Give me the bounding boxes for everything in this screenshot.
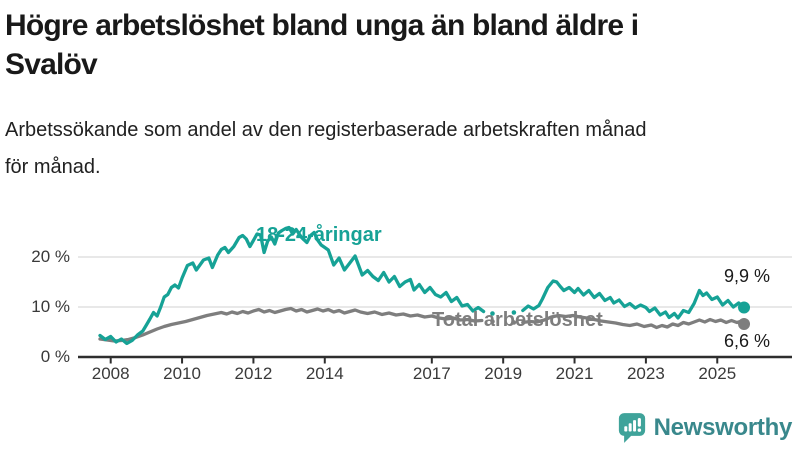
series-line — [521, 279, 746, 320]
x-tick-label: 2025 — [698, 364, 737, 383]
isolated-point — [490, 311, 495, 316]
y-tick-label: 0 % — [40, 347, 70, 366]
chart-title-line-2: Svalöv — [5, 48, 98, 81]
x-tick-label: 2010 — [163, 364, 201, 383]
x-tick-label: 2023 — [626, 364, 665, 383]
end-value-youth: 9,9 % — [723, 266, 771, 286]
x-tick-label: 2017 — [412, 364, 451, 383]
series-line — [98, 306, 484, 343]
series-end-dot — [738, 318, 751, 330]
chart-subtitle-line-2: för månad. — [5, 156, 101, 178]
isolated-point — [511, 320, 517, 325]
x-tick-label: 2008 — [91, 364, 130, 383]
series-line — [521, 313, 746, 330]
isolated-point — [511, 310, 517, 315]
series-line — [98, 225, 486, 346]
end-value-total: 6,6 % — [723, 331, 771, 351]
y-tick-label: 20 % — [31, 247, 70, 266]
chart-subtitle: Arbetssökande som andel av den registerb… — [5, 112, 785, 186]
isolated-point — [490, 319, 495, 324]
x-tick-label: 2019 — [484, 364, 523, 383]
series-label-total: Total arbetslöshet — [432, 309, 603, 331]
newsworthy-logo-icon — [618, 412, 646, 444]
x-tick-label: 2021 — [555, 364, 594, 383]
x-tick-label: 2014 — [305, 364, 344, 383]
chart-title-line-1: Högre arbetslöshet bland unga än bland ä… — [5, 9, 639, 42]
x-tick-label: 2012 — [234, 364, 273, 383]
newsworthy-logo-text: Newsworthy — [653, 414, 793, 441]
series-label-youth: 18-24-åringar — [256, 224, 382, 246]
newsworthy-logo: Newsworthy — [618, 412, 792, 444]
y-tick-label: 10 % — [31, 297, 70, 316]
series-end-dot — [738, 301, 751, 314]
chart-subtitle-line-1: Arbetssökande som andel av den registerb… — [5, 119, 647, 141]
chart-title: Högre arbetslöshet bland unga än bland ä… — [5, 6, 785, 84]
